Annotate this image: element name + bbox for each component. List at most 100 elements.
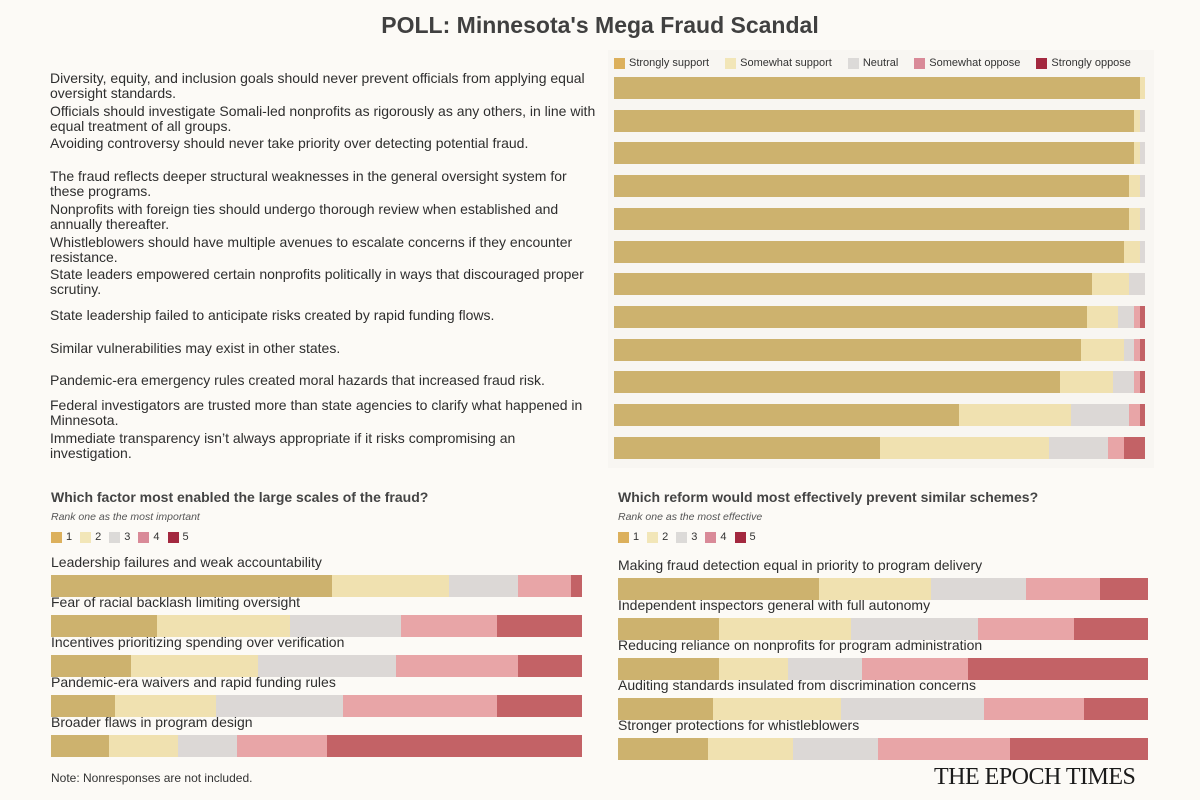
bar-segment — [614, 240, 1124, 263]
legend-item: 3 — [109, 531, 130, 543]
statement-label: State leaders empowered certain nonprofi… — [50, 266, 584, 298]
ranking-item-label: Reducing reliance on nonprofits for prog… — [618, 637, 983, 653]
legend-label: 1 — [66, 531, 73, 543]
legend-swatch — [614, 57, 625, 69]
legend-label: 3 — [691, 531, 698, 543]
ranking-item-label: Leadership failures and weak accountabil… — [51, 554, 322, 570]
bar-segment — [618, 738, 709, 760]
bar-segment — [51, 695, 115, 717]
bar-segment — [1139, 175, 1145, 198]
legend-swatch — [914, 57, 926, 69]
legend-label: 1 — [633, 531, 640, 543]
bar-segment — [861, 658, 968, 680]
stacked-bar — [618, 618, 1148, 640]
bar-segment — [1139, 404, 1145, 426]
stacked-bar — [614, 338, 1145, 361]
bar-segment — [614, 77, 1140, 99]
legend-label: Strongly oppose — [1051, 57, 1131, 69]
stacked-bar — [51, 615, 582, 637]
bar-segment — [1123, 436, 1145, 459]
bar-segment — [109, 735, 179, 757]
legend-swatch — [734, 531, 746, 543]
bar-segment — [614, 371, 1061, 394]
bar-segment — [792, 738, 878, 760]
legend-label: Neutral — [862, 57, 899, 69]
bar-segment — [614, 273, 1092, 296]
bar-segment — [1129, 175, 1140, 198]
legend-item: 5 — [167, 531, 189, 543]
page-title: POLL: Minnesota's Mega Fraud Scandal — [381, 12, 819, 38]
ranking-item-label: Independent inspectors general with full… — [618, 597, 931, 613]
bar-segment — [51, 615, 158, 637]
statement-label: Avoiding controversy should never take p… — [50, 135, 529, 152]
legend-label: Somewhat oppose — [929, 57, 1021, 69]
stacked-bar — [614, 142, 1145, 165]
bar-segment — [518, 655, 582, 677]
legend-swatch — [109, 531, 121, 543]
stacked-bar — [51, 575, 582, 597]
legend-item: Strongly oppose — [1036, 57, 1131, 69]
bar-segment — [1139, 305, 1145, 328]
bar-segment — [1139, 338, 1145, 361]
bar-segment — [851, 618, 979, 640]
bar-segment — [1129, 207, 1140, 230]
legend-swatch — [138, 531, 150, 543]
bar-segment — [618, 658, 719, 680]
legend-label: 4 — [153, 531, 160, 543]
stacked-bar — [614, 305, 1145, 328]
legend-swatch — [1036, 57, 1048, 69]
bar-segment — [178, 735, 237, 757]
bar-segment — [1107, 436, 1124, 459]
ranking-item-label: Stronger protections for whistleblowers — [618, 717, 860, 733]
bar-segment — [1139, 109, 1145, 132]
bar-segment — [787, 658, 862, 680]
stacked-bar — [614, 273, 1145, 296]
statement-label: Officials should investigate Somali-led … — [50, 102, 596, 134]
bar-segment — [497, 615, 582, 637]
bar-segment — [1118, 305, 1135, 328]
bar-segment — [157, 615, 290, 637]
bar-segment — [51, 735, 110, 757]
bar-segment — [332, 575, 450, 597]
legend-item: 2 — [647, 531, 668, 543]
statement-label: Whistleblowers should have multiple aven… — [50, 233, 573, 265]
bar-segment — [879, 436, 1050, 459]
bar-segment — [1060, 371, 1114, 394]
bar-segment — [343, 695, 498, 717]
legend-label: 2 — [662, 531, 669, 543]
bar-segment — [1134, 109, 1140, 132]
bar-segment — [983, 698, 1085, 720]
bar-segment — [1139, 77, 1145, 99]
bar-segment — [1129, 273, 1145, 296]
bar-segment — [1091, 273, 1130, 296]
bar-segment — [959, 404, 1071, 426]
bar-segment — [236, 735, 328, 757]
bar-segment — [718, 658, 788, 680]
legend-label: 5 — [749, 531, 756, 543]
epoch-times-logo: THE EPOCH TIMES — [934, 764, 1136, 790]
bar-segment — [51, 655, 131, 677]
stacked-bar — [618, 698, 1148, 720]
legend-swatch — [705, 531, 717, 543]
stacked-bar — [614, 207, 1145, 230]
stacked-bar — [614, 240, 1145, 263]
statement-label: State leadership failed to anticipate ri… — [50, 306, 495, 323]
stacked-bar — [614, 77, 1145, 99]
bar-segment — [614, 305, 1087, 328]
bar-segment — [518, 575, 572, 597]
ranking-item-label: Fear of racial backlash limiting oversig… — [51, 594, 300, 610]
bar-segment — [713, 698, 841, 720]
legend-item: 5 — [734, 531, 756, 543]
ranking-question-title: Which reform would most effectively prev… — [618, 489, 1039, 505]
legend-swatch — [51, 531, 62, 543]
legend-swatch — [618, 531, 629, 543]
stacked-bar — [51, 735, 582, 757]
legend-item: Strongly support — [614, 57, 709, 69]
bar-segment — [618, 698, 714, 720]
statement-label: Federal investigators are trusted more t… — [50, 397, 583, 428]
ranking-subtitle: Rank one as the most important — [51, 511, 200, 523]
bar-segment — [449, 575, 519, 597]
legend-label: Strongly support — [629, 57, 710, 69]
statement-label: Pandemic-era emergency rules created mor… — [50, 372, 545, 389]
bar-segment — [840, 698, 984, 720]
